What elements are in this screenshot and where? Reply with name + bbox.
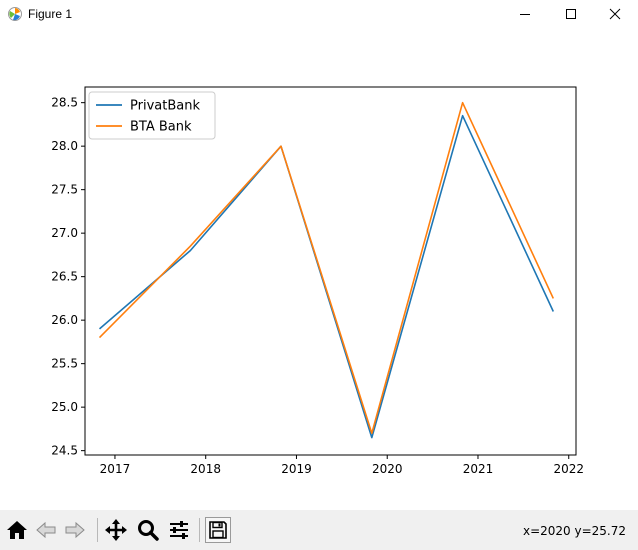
x-tick-label: 2020 — [372, 462, 403, 476]
home-button[interactable] — [4, 517, 30, 543]
plot-lines — [98, 101, 555, 439]
cursor-coordinates: x=2020 y=25.72 — [522, 524, 626, 538]
save-icon — [209, 521, 227, 539]
y-tick-label: 24.5 — [51, 444, 78, 458]
save-button[interactable] — [205, 517, 231, 543]
close-icon — [609, 8, 621, 20]
home-icon — [7, 521, 27, 539]
maximize-button[interactable] — [548, 0, 594, 28]
minimize-icon — [520, 14, 530, 15]
legend-label-0: PrivatBank — [130, 99, 200, 114]
x-tick-label: 2022 — [553, 462, 584, 476]
x-tick-label: 2017 — [100, 462, 131, 476]
axes-frame — [84, 86, 577, 456]
y-tick-label: 27.5 — [51, 183, 78, 197]
y-tick-label: 26.0 — [51, 313, 78, 327]
toolbar-separator — [199, 518, 200, 542]
line-chart: 2017 2018 2019 2020 2021 2022 24.5 25.0 25.5 26.… — [51, 86, 584, 476]
x-tick-label: 2021 — [463, 462, 494, 476]
series-line-0 — [98, 114, 555, 439]
navigation-toolbar: x=2020 y=25.72 — [0, 510, 638, 550]
x-axis-ticks: 2017 2018 2019 2020 2021 2022 — [100, 455, 584, 476]
window-title: Figure 1 — [28, 7, 73, 21]
configure-subplots-icon — [170, 521, 188, 539]
window-title-bar: Figure 1 — [0, 0, 638, 28]
toolbar-separator — [97, 518, 98, 542]
back-button[interactable] — [33, 517, 59, 543]
y-tick-label: 27.0 — [51, 226, 78, 240]
pan-button[interactable] — [103, 517, 129, 543]
forward-button[interactable] — [62, 517, 88, 543]
configure-subplots-button[interactable] — [166, 517, 192, 543]
x-tick-label: 2018 — [190, 462, 221, 476]
y-tick-label: 25.5 — [51, 357, 78, 371]
maximize-icon — [566, 9, 576, 19]
legend: PrivatBank BTA Bank — [88, 91, 216, 140]
pan-icon — [105, 519, 127, 541]
close-button[interactable] — [592, 0, 638, 28]
y-axis-ticks: 24.5 25.0 25.5 26.0 26.5 27.0 27.5 28.0 28.5 — [51, 96, 85, 458]
forward-arrow-icon — [65, 521, 85, 539]
legend-box — [88, 91, 216, 140]
y-tick-label: 26.5 — [51, 270, 78, 284]
legend-label-1: BTA Bank — [130, 120, 192, 135]
y-tick-label: 28.5 — [51, 96, 78, 110]
x-tick-label: 2019 — [281, 462, 312, 476]
back-arrow-icon — [36, 521, 56, 539]
matplotlib-figure-icon — [7, 6, 23, 22]
series-line-1 — [98, 101, 555, 435]
y-tick-label: 25.0 — [51, 400, 78, 414]
minimize-button[interactable] — [502, 0, 548, 28]
zoom-button[interactable] — [135, 517, 161, 543]
figure-canvas[interactable]: 2017 2018 2019 2020 2021 2022 24.5 25.0 25.5 26.… — [0, 28, 638, 510]
zoom-icon — [138, 520, 159, 541]
y-tick-label: 28.0 — [51, 139, 78, 153]
